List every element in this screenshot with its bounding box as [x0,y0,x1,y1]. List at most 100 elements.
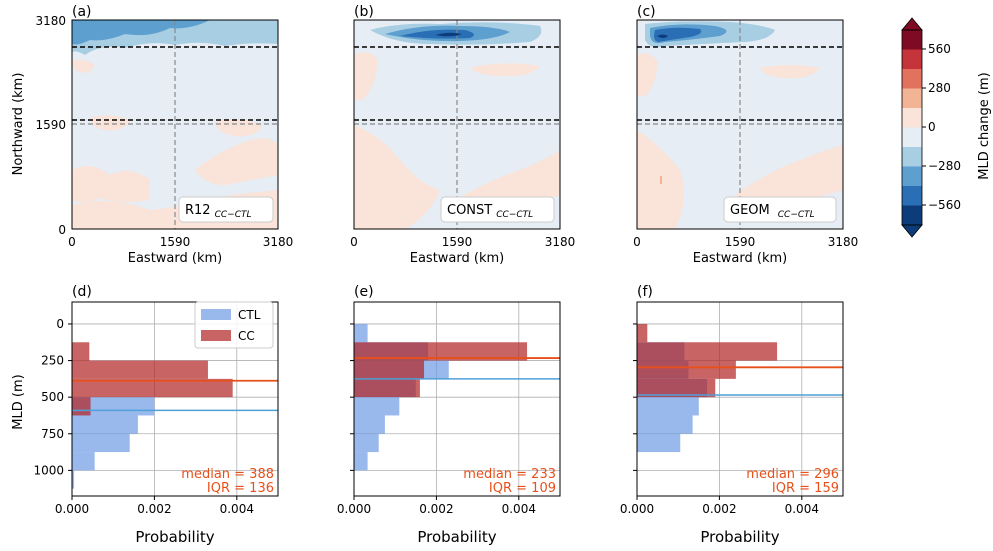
x-tick-label: 0.002 [419,502,453,516]
x-tick-label: 0.000 [55,502,89,516]
run-label: R12 CC−CTL [185,203,251,220]
map-frame [353,19,561,230]
colorbar-tick-label: −280 [928,159,961,173]
positive-region [455,150,560,211]
y-tick-label: 750 [41,427,64,441]
colorbar-tick-label: 280 [928,81,951,95]
colorbar-segment [902,147,922,167]
x-tick-label: 0.004 [502,502,536,516]
run-label: GEOM CC−CTL [730,203,815,220]
hist-frame [353,301,561,497]
negative-region-stronger [400,29,474,39]
map-panel-a: (a) R12 CC−CTL [71,4,279,230]
x-tick-label: 0.004 [220,502,254,516]
positive-region [637,53,658,96]
ctl-bar [354,433,379,453]
positive-region [195,138,278,185]
cc-bar [354,378,420,398]
panel-label-c: (c) [637,4,656,20]
legend-box [194,301,274,349]
x-tick-label: 3180 [828,235,859,249]
map-panel-c: (c) GEOM CC−CTL [636,4,844,230]
cc-bar [637,360,736,379]
x-tick-label: 0 [68,235,76,249]
positive-region [470,63,540,77]
hist-x-axis-label: Probability [135,528,214,546]
colorbar-extend-min [901,224,923,238]
x-tick-label: 1590 [442,235,473,249]
legend-label-cc: CC [238,329,255,343]
iqr-annotation: IQR = 136 [207,481,274,496]
cc-bar [637,342,778,361]
panel-label: (f) [637,284,653,300]
positive-region [72,166,150,203]
x-tick-label: 3180 [545,235,576,249]
colorbar-tick-label: 560 [928,42,951,56]
cc-bar [354,360,425,379]
y-tick-label: 1590 [35,118,66,132]
map-x-axis-label: Eastward (km) [128,251,223,266]
x-tick-label: 0.000 [620,502,654,516]
positive-region [72,59,95,73]
colorbar-segment [902,30,922,50]
panel-label: (d) [72,284,92,300]
median-annotation: median = 296 [746,467,839,482]
ctl-bar [637,397,699,416]
legend-label-ctl: CTL [238,308,261,322]
legend-swatch-ctl [201,309,231,320]
y-tick-label: 500 [41,390,64,404]
positive-speck [660,176,662,184]
map-x-axis-label: Eastward (km) [693,251,788,266]
map-panel-b: (b) CONST CC−CTL [353,4,561,230]
legend-swatch-cc [201,330,231,341]
map-x-axis-label: Eastward (km) [410,251,505,266]
hist-y-axis: MLD (m) [11,374,26,429]
x-tick-label: 0.000 [337,502,371,516]
positive-region [354,125,440,229]
colorbar-segments [901,17,926,238]
cc-bar [72,378,233,398]
positive-region [354,52,378,100]
cc-bar [637,378,716,398]
negative-region-strong [72,20,210,45]
iqr-annotation: IQR = 159 [772,481,839,496]
ctl-bar [637,415,693,434]
ctl-bar [72,452,95,471]
cc-bar [637,323,648,343]
run-label-box [723,196,837,223]
ctl-bar [72,433,130,453]
colorbar-segment [902,108,922,128]
hist-x-axis-label: Probability [700,528,779,546]
colorbar-segment [902,127,922,147]
positive-region [735,145,843,206]
colorbar-segment [902,88,922,108]
x-tick-label: 0.002 [702,502,736,516]
y-tick-label: 3180 [35,14,66,28]
map-frame [71,19,279,230]
y-tick-label: 0 [58,223,66,237]
x-tick-label: 1590 [160,235,191,249]
ctl-bar [354,323,368,343]
ctl-bar [72,470,75,489]
ctl-bar [354,452,368,471]
y-tick-label: 1000 [33,463,64,477]
colorbar: 560 280 0 −280 −560 MLD change (m) [901,17,992,238]
hist-frame [71,301,279,497]
panel-label-b: (b) [354,4,374,20]
panel-label: (e) [354,284,374,300]
ctl-bar [354,415,385,434]
colorbar-label: MLD change (m) [977,72,992,179]
positive-region [90,115,130,131]
median-annotation: median = 388 [181,467,274,482]
hist-x-axis-label: Probability [417,528,496,546]
median-annotation: median = 233 [463,467,556,482]
y-tick-label: 250 [41,354,64,368]
panel-label-a: (a) [72,4,92,20]
ctl-bar [72,415,138,434]
cc-bar [72,360,208,379]
legend: CTL CC [194,301,274,349]
